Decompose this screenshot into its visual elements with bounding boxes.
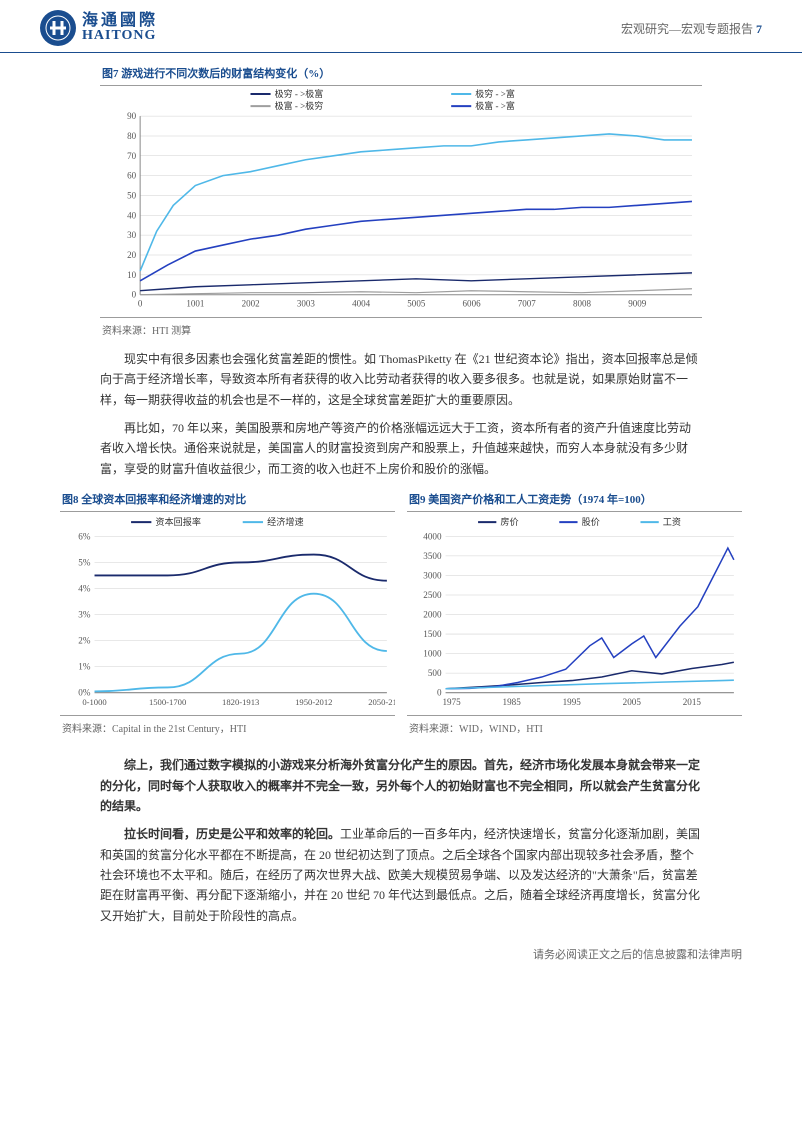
figure-9: 图9 美国资产价格和工人工资走势（1974 年=100） 0 500 1000 150… bbox=[407, 487, 742, 739]
paragraph-1: 现实中有很多因素也会强化贫富差距的惯性。如 ThomasPiketty 在《21… bbox=[100, 349, 702, 410]
svg-text:9009: 9009 bbox=[628, 299, 647, 309]
header-category: 宏观研究—宏观专题报告 7 bbox=[621, 20, 762, 37]
svg-text:极穷 - >极富: 极穷 - >极富 bbox=[275, 88, 324, 99]
svg-text:1%: 1% bbox=[78, 662, 91, 672]
svg-text:0: 0 bbox=[132, 290, 137, 300]
figure-8-source: 资料来源：Capital in the 21st Century，HTI bbox=[60, 715, 395, 739]
svg-text:4%: 4% bbox=[78, 584, 91, 594]
svg-text:8008: 8008 bbox=[573, 299, 592, 309]
svg-text:1985: 1985 bbox=[503, 697, 522, 707]
logo: 海通國際 HAITONG bbox=[40, 10, 158, 46]
figure-row: 图8 全球资本回报率和经济增速的对比 0%1%2%3%4%5%6%0-10001… bbox=[60, 487, 742, 747]
figure-7-chart: 0 10 20 30 40 50 60 70 80 90 0 1001 2002 3003 4004 5005… bbox=[100, 86, 702, 317]
svg-text:50: 50 bbox=[127, 190, 137, 200]
page-header: 海通國際 HAITONG 宏观研究—宏观专题报告 7 bbox=[0, 0, 802, 53]
svg-text:4000: 4000 bbox=[423, 532, 442, 542]
svg-text:房价: 房价 bbox=[500, 516, 518, 527]
svg-text:10: 10 bbox=[127, 270, 137, 280]
figure-9-title: 图9 美国资产价格和工人工资走势（1974 年=100） bbox=[407, 487, 742, 512]
svg-text:4004: 4004 bbox=[352, 299, 371, 309]
svg-text:3003: 3003 bbox=[297, 299, 316, 309]
paragraph-4: 拉长时间看，历史是公平和效率的轮回。工业革命后的一百多年内，经济快速增长，贫富分… bbox=[100, 824, 702, 926]
svg-text:70: 70 bbox=[127, 151, 137, 161]
figure-7: 图7 游戏进行不同次数后的财富结构变化（%） 0 10 20 30 40 50 60 70 80… bbox=[100, 61, 702, 341]
svg-text:6%: 6% bbox=[78, 532, 91, 542]
figure-8-title: 图8 全球资本回报率和经济增速的对比 bbox=[60, 487, 395, 512]
figure-8: 图8 全球资本回报率和经济增速的对比 0%1%2%3%4%5%6%0-10001… bbox=[60, 487, 395, 739]
paragraph-4-lead: 拉长时间看，历史是公平和效率的轮回。 bbox=[124, 827, 340, 841]
svg-text:500: 500 bbox=[428, 668, 442, 678]
svg-text:3000: 3000 bbox=[423, 571, 442, 581]
svg-text:1820-1913: 1820-1913 bbox=[222, 697, 259, 707]
logo-cn: 海通國際 bbox=[82, 13, 158, 29]
paragraph-3: 综上，我们通过数字模拟的小游戏来分析海外贫富分化产生的原因。首先，经济市场化发展… bbox=[100, 755, 702, 816]
logo-en: HAITONG bbox=[82, 29, 158, 43]
svg-text:工资: 工资 bbox=[663, 517, 681, 527]
svg-text:1950-2012: 1950-2012 bbox=[295, 697, 332, 707]
svg-text:1000: 1000 bbox=[423, 649, 442, 659]
svg-text:经济增速: 经济增速 bbox=[267, 516, 304, 527]
svg-text:7007: 7007 bbox=[518, 299, 537, 309]
svg-text:极富 - >富: 极富 - >富 bbox=[475, 100, 515, 111]
svg-text:2005: 2005 bbox=[623, 697, 642, 707]
svg-text:2%: 2% bbox=[78, 636, 91, 646]
svg-text:2050-2100: 2050-2100 bbox=[368, 697, 395, 707]
svg-text:2000: 2000 bbox=[423, 610, 442, 620]
svg-text:1001: 1001 bbox=[186, 299, 204, 309]
svg-text:0: 0 bbox=[138, 299, 143, 309]
figure-7-source: 资料来源：HTI 测算 bbox=[100, 317, 702, 341]
page-footer: 请务必阅读正文之后的信息披露和法律声明 bbox=[533, 946, 742, 962]
svg-text:30: 30 bbox=[127, 230, 137, 240]
svg-text:3500: 3500 bbox=[423, 551, 442, 561]
svg-text:5%: 5% bbox=[78, 558, 91, 568]
svg-text:1995: 1995 bbox=[563, 697, 582, 707]
svg-text:20: 20 bbox=[127, 250, 137, 260]
page-number: 7 bbox=[756, 22, 762, 36]
svg-text:2015: 2015 bbox=[683, 697, 702, 707]
svg-text:0: 0 bbox=[437, 688, 442, 698]
figure-8-chart: 0%1%2%3%4%5%6%0-10001500-17001820-191319… bbox=[60, 512, 395, 715]
svg-text:1500: 1500 bbox=[423, 629, 442, 639]
logo-icon bbox=[40, 10, 76, 46]
svg-text:3%: 3% bbox=[78, 610, 91, 620]
svg-text:2500: 2500 bbox=[423, 590, 442, 600]
svg-text:极穷 - >富: 极穷 - >富 bbox=[475, 88, 515, 99]
paragraph-2: 再比如，70 年以来，美国股票和房地产等资产的价格涨幅远远大于工资，资本所有者的… bbox=[100, 418, 702, 479]
svg-text:6006: 6006 bbox=[463, 299, 482, 309]
figure-9-chart: 0 500 1000 1500 2000 2500 3000 3500 4000 1975 1985… bbox=[407, 512, 742, 715]
figure-7-title: 图7 游戏进行不同次数后的财富结构变化（%） bbox=[100, 61, 702, 86]
svg-text:40: 40 bbox=[127, 210, 137, 220]
svg-text:极富 - >极穷: 极富 - >极穷 bbox=[275, 100, 324, 111]
svg-text:资本回报率: 资本回报率 bbox=[155, 516, 201, 527]
svg-text:90: 90 bbox=[127, 111, 137, 121]
svg-text:80: 80 bbox=[127, 131, 137, 141]
paragraph-4-rest: 工业革命后的一百多年内，经济快速增长，贫富分化逐渐加剧，美国和英国的贫富分化水平… bbox=[100, 827, 700, 923]
svg-text:1500-1700: 1500-1700 bbox=[149, 697, 186, 707]
figure-9-source: 资料来源：WID，WIND，HTI bbox=[407, 715, 742, 739]
svg-text:股价: 股价 bbox=[582, 517, 600, 527]
svg-text:0-1000: 0-1000 bbox=[82, 697, 106, 707]
svg-text:60: 60 bbox=[127, 171, 137, 181]
svg-text:5005: 5005 bbox=[407, 299, 426, 309]
svg-text:2002: 2002 bbox=[242, 299, 261, 309]
svg-text:1975: 1975 bbox=[442, 697, 461, 707]
